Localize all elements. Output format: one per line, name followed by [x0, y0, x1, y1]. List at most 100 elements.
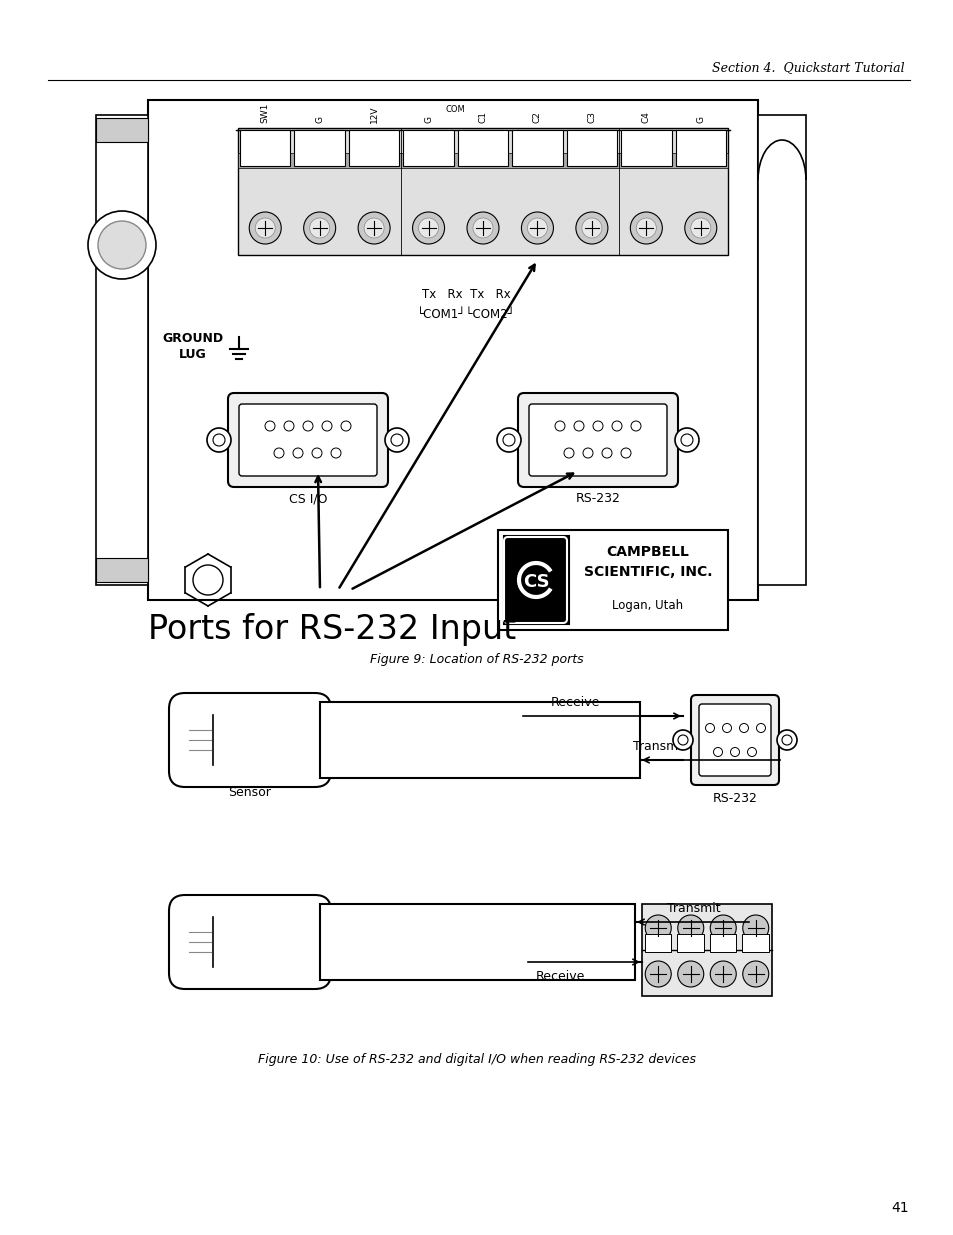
- Text: 12V: 12V: [369, 105, 378, 124]
- Bar: [566, 130, 617, 165]
- Circle shape: [249, 212, 281, 245]
- Text: C2: C2: [533, 111, 541, 124]
- Bar: [457, 130, 508, 165]
- Circle shape: [672, 730, 692, 750]
- Bar: [677, 934, 703, 952]
- FancyBboxPatch shape: [529, 404, 666, 475]
- Text: GROUND: GROUND: [162, 331, 223, 345]
- Bar: [237, 128, 727, 254]
- Circle shape: [677, 915, 703, 941]
- Text: G: G: [696, 116, 704, 124]
- Circle shape: [563, 448, 574, 458]
- Circle shape: [684, 212, 716, 245]
- Circle shape: [322, 421, 332, 431]
- Circle shape: [582, 448, 593, 458]
- Bar: [96, 558, 148, 582]
- Text: Section 4.  Quickstart Tutorial: Section 4. Quickstart Tutorial: [712, 62, 904, 74]
- Circle shape: [391, 433, 402, 446]
- Circle shape: [502, 433, 515, 446]
- Text: C3: C3: [587, 111, 596, 124]
- Circle shape: [265, 421, 274, 431]
- Circle shape: [630, 421, 640, 431]
- Text: COM: COM: [445, 105, 465, 114]
- Circle shape: [521, 212, 553, 245]
- Bar: [319, 904, 635, 981]
- Circle shape: [612, 421, 621, 431]
- Circle shape: [310, 219, 330, 238]
- Circle shape: [747, 747, 756, 757]
- FancyBboxPatch shape: [169, 895, 331, 989]
- Bar: [503, 536, 568, 624]
- Bar: [96, 115, 148, 585]
- FancyBboxPatch shape: [503, 537, 566, 622]
- Circle shape: [576, 212, 607, 245]
- Circle shape: [593, 421, 602, 431]
- Text: LUG: LUG: [179, 347, 207, 361]
- FancyBboxPatch shape: [690, 695, 779, 785]
- Circle shape: [721, 724, 731, 732]
- Circle shape: [678, 735, 687, 745]
- Circle shape: [497, 429, 520, 452]
- Circle shape: [756, 724, 764, 732]
- Circle shape: [331, 448, 340, 458]
- Bar: [641, 904, 771, 995]
- Circle shape: [98, 221, 146, 269]
- Text: SW1: SW1: [260, 103, 270, 124]
- Text: Sensor: Sensor: [229, 787, 272, 799]
- Circle shape: [293, 448, 303, 458]
- FancyBboxPatch shape: [239, 404, 376, 475]
- Text: RS-232: RS-232: [712, 792, 757, 804]
- Text: Transmit: Transmit: [666, 903, 720, 915]
- Circle shape: [284, 421, 294, 431]
- Text: Logan, Utah: Logan, Utah: [612, 599, 683, 613]
- Text: Figure 10: Use of RS-232 and digital I/O when reading RS-232 devices: Figure 10: Use of RS-232 and digital I/O…: [257, 1053, 696, 1067]
- Text: Figure 9: Location of RS-232 ports: Figure 9: Location of RS-232 ports: [370, 653, 583, 667]
- Bar: [709, 934, 736, 952]
- Circle shape: [730, 747, 739, 757]
- Bar: [96, 119, 148, 142]
- Bar: [319, 701, 639, 778]
- Circle shape: [709, 961, 736, 987]
- Circle shape: [636, 219, 656, 238]
- Bar: [294, 130, 345, 165]
- Circle shape: [213, 433, 225, 446]
- Bar: [403, 130, 454, 165]
- Text: G: G: [424, 116, 433, 124]
- FancyBboxPatch shape: [699, 704, 770, 776]
- Circle shape: [364, 219, 384, 238]
- Bar: [758, 115, 805, 585]
- Circle shape: [255, 219, 274, 238]
- Circle shape: [630, 212, 661, 245]
- Bar: [741, 934, 768, 952]
- Bar: [349, 130, 399, 165]
- Text: Tx   Rx  Tx   Rx: Tx Rx Tx Rx: [422, 289, 511, 301]
- Circle shape: [620, 448, 630, 458]
- Text: Ports for RS-232 Input: Ports for RS-232 Input: [148, 614, 516, 646]
- Circle shape: [412, 212, 444, 245]
- Text: G: G: [314, 116, 324, 124]
- Circle shape: [574, 421, 583, 431]
- Circle shape: [385, 429, 409, 452]
- Circle shape: [709, 915, 736, 941]
- Circle shape: [357, 212, 390, 245]
- Text: Transmit: Transmit: [633, 741, 686, 753]
- Circle shape: [776, 730, 796, 750]
- FancyBboxPatch shape: [169, 693, 331, 787]
- Bar: [148, 100, 758, 600]
- Text: C4: C4: [641, 111, 650, 124]
- Text: CS: CS: [522, 573, 549, 592]
- Circle shape: [193, 564, 223, 595]
- Circle shape: [690, 219, 710, 238]
- Bar: [644, 934, 671, 952]
- Circle shape: [467, 212, 498, 245]
- Circle shape: [527, 219, 547, 238]
- Text: RS-232: RS-232: [575, 493, 619, 505]
- Bar: [240, 130, 290, 165]
- Circle shape: [601, 448, 612, 458]
- Circle shape: [207, 429, 231, 452]
- Circle shape: [644, 961, 671, 987]
- Circle shape: [680, 433, 692, 446]
- Circle shape: [340, 421, 351, 431]
- Circle shape: [742, 915, 768, 941]
- Text: Receive: Receive: [535, 969, 584, 983]
